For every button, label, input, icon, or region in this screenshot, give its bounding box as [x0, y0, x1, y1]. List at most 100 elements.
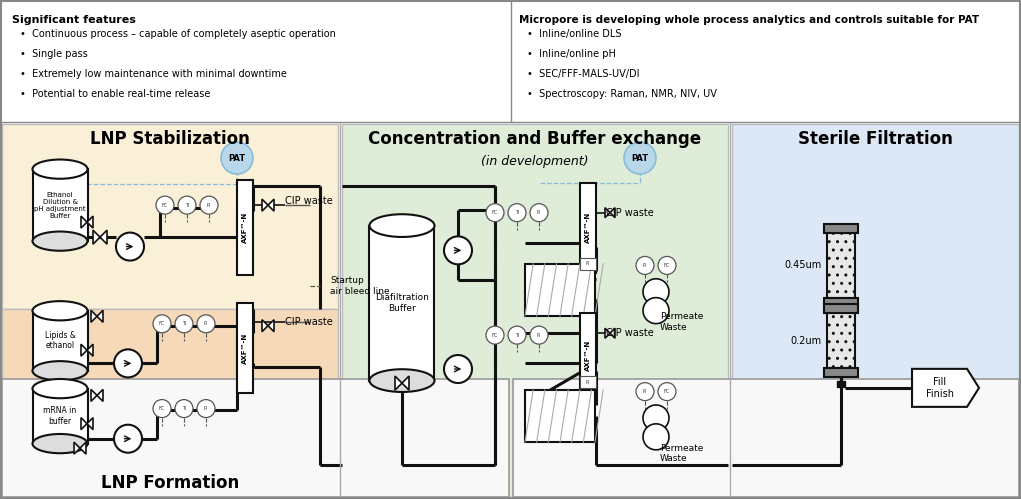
Text: FC: FC: [162, 203, 168, 208]
Ellipse shape: [33, 160, 88, 179]
Text: FC: FC: [492, 210, 498, 215]
Text: PI: PI: [204, 321, 208, 326]
Text: PI: PI: [586, 261, 590, 266]
Text: PI: PI: [643, 263, 647, 268]
Circle shape: [221, 142, 253, 174]
Polygon shape: [91, 310, 97, 322]
Text: PAT: PAT: [229, 154, 246, 163]
Circle shape: [643, 405, 669, 431]
Text: Fill
Finish: Fill Finish: [925, 377, 954, 399]
Text: mRNA in
buffer: mRNA in buffer: [43, 406, 77, 426]
Bar: [580, 313, 596, 398]
Text: •  SEC/FFF-MALS-UV/DI: • SEC/FFF-MALS-UV/DI: [527, 69, 639, 79]
Text: PI: PI: [537, 210, 541, 215]
Text: PI: PI: [586, 380, 590, 385]
Polygon shape: [610, 208, 615, 218]
Text: TI: TI: [182, 321, 186, 326]
Polygon shape: [262, 199, 268, 211]
Text: 0.45um: 0.45um: [784, 260, 822, 270]
Text: •  Extremely low maintenance with minimal downtime: • Extremely low maintenance with minimal…: [20, 69, 287, 79]
Circle shape: [530, 326, 548, 344]
Circle shape: [178, 196, 196, 214]
Text: AXF™-N: AXF™-N: [242, 212, 248, 244]
Text: Lipids &
ethanol: Lipids & ethanol: [45, 331, 76, 350]
Text: CIP waste: CIP waste: [606, 208, 653, 218]
Text: Ethanol
Dilution &
pH adjustment
Buffer: Ethanol Dilution & pH adjustment Buffer: [34, 192, 86, 219]
Text: TI: TI: [185, 203, 189, 208]
Bar: [580, 376, 596, 388]
Ellipse shape: [33, 379, 88, 398]
Text: (in development): (in development): [481, 155, 589, 168]
Circle shape: [197, 400, 215, 418]
Polygon shape: [912, 369, 979, 407]
Circle shape: [444, 355, 472, 383]
Circle shape: [643, 424, 669, 450]
Bar: [824, 304, 858, 313]
Ellipse shape: [33, 232, 88, 251]
Polygon shape: [610, 328, 615, 338]
Text: TI: TI: [515, 333, 520, 338]
Bar: [525, 264, 595, 316]
Circle shape: [530, 204, 548, 222]
Text: CIP waste: CIP waste: [606, 328, 653, 338]
Polygon shape: [81, 418, 87, 430]
Text: Sterile Filtration: Sterile Filtration: [798, 130, 953, 148]
Text: TI: TI: [182, 406, 186, 411]
Circle shape: [624, 142, 657, 174]
Circle shape: [153, 400, 171, 418]
Ellipse shape: [33, 361, 88, 380]
Circle shape: [658, 383, 676, 401]
Text: AXF™-N: AXF™-N: [585, 212, 591, 244]
Polygon shape: [97, 389, 103, 401]
Circle shape: [643, 279, 669, 305]
Text: Permeate
Waste: Permeate Waste: [660, 312, 703, 332]
Polygon shape: [87, 418, 93, 430]
Text: FC: FC: [664, 263, 670, 268]
Polygon shape: [262, 320, 268, 332]
Circle shape: [508, 326, 526, 344]
Text: •  Spectroscopy: Raman, NMR, NIV, UV: • Spectroscopy: Raman, NMR, NIV, UV: [527, 89, 717, 99]
Polygon shape: [268, 320, 274, 332]
Text: •  Inline/online pH: • Inline/online pH: [527, 49, 616, 59]
Polygon shape: [87, 344, 93, 356]
Bar: [237, 303, 253, 393]
Text: •  Potential to enable real-time release: • Potential to enable real-time release: [20, 89, 210, 99]
Text: •  Continuous process – capable of completely aseptic operation: • Continuous process – capable of comple…: [20, 28, 336, 38]
Bar: [824, 298, 858, 307]
Circle shape: [636, 256, 654, 274]
Bar: [370, 226, 435, 381]
Circle shape: [486, 204, 504, 222]
Bar: [580, 183, 596, 273]
Circle shape: [508, 204, 526, 222]
Polygon shape: [395, 376, 402, 390]
Text: CIP waste: CIP waste: [285, 317, 333, 327]
Bar: [33, 389, 88, 444]
Polygon shape: [74, 442, 80, 454]
Text: FC: FC: [159, 321, 165, 326]
Ellipse shape: [370, 369, 435, 392]
Polygon shape: [93, 230, 100, 244]
Bar: [2, 379, 508, 497]
Text: AXF™-N: AXF™-N: [242, 333, 248, 364]
Polygon shape: [81, 344, 87, 356]
Bar: [2, 124, 338, 309]
Circle shape: [643, 297, 669, 324]
Ellipse shape: [33, 434, 88, 453]
Circle shape: [175, 315, 193, 333]
Circle shape: [153, 315, 171, 333]
Circle shape: [636, 383, 654, 401]
Text: Significant features: Significant features: [12, 14, 136, 24]
Text: Diafiltration
Buffer: Diafiltration Buffer: [375, 293, 429, 313]
Text: PI: PI: [643, 389, 647, 394]
Circle shape: [114, 425, 142, 453]
Text: PI: PI: [537, 333, 541, 338]
Circle shape: [486, 326, 504, 344]
Ellipse shape: [370, 214, 435, 237]
Circle shape: [114, 349, 142, 377]
Text: FC: FC: [664, 389, 670, 394]
Bar: [827, 233, 855, 298]
Polygon shape: [91, 389, 97, 401]
Bar: [836, 381, 844, 387]
Bar: [827, 313, 855, 368]
Polygon shape: [402, 376, 409, 390]
